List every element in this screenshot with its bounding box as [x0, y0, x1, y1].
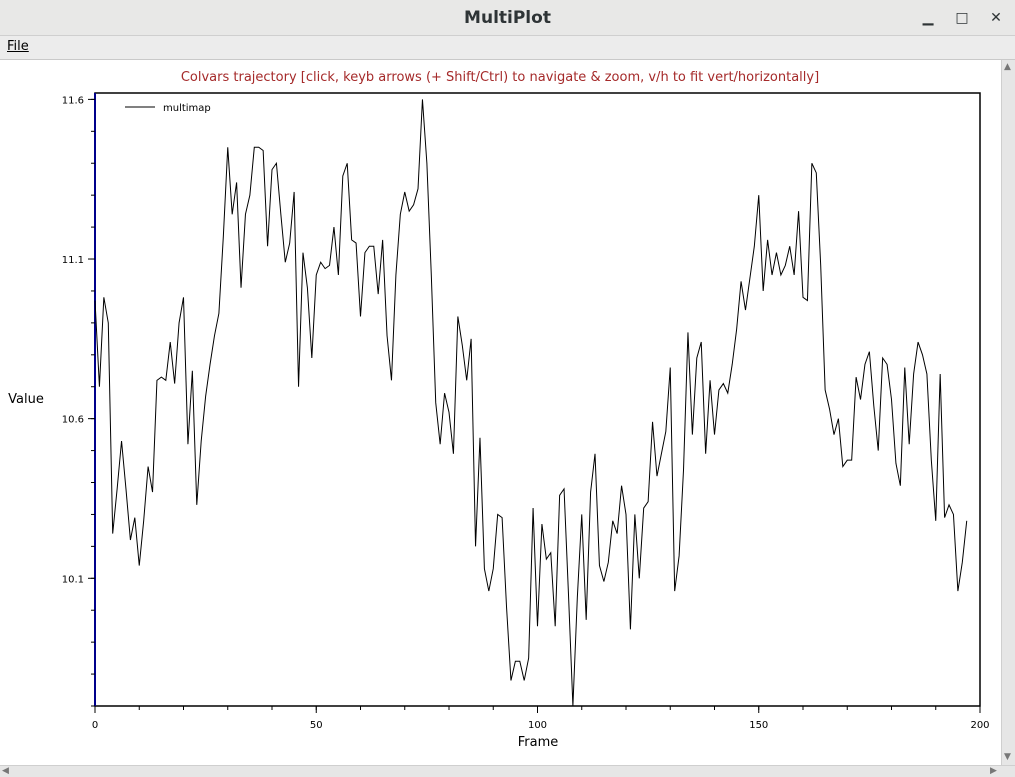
maximize-button[interactable]: □	[955, 10, 969, 26]
x-tick-label: 150	[749, 720, 768, 731]
x-tick-label: 0	[92, 720, 98, 731]
y-tick-label: 11.1	[62, 255, 84, 266]
scroll-left-icon[interactable]: ◀	[2, 766, 9, 776]
close-button[interactable]: ✕	[990, 10, 1002, 26]
plot-canvas[interactable]: Colvars trajectory [click, keyb arrows (…	[0, 60, 1001, 765]
y-tick-label: 10.1	[62, 574, 84, 585]
legend: multimap	[125, 103, 211, 114]
y-tick-label: 11.6	[62, 95, 84, 106]
x-axis-label: Frame	[518, 735, 559, 750]
plot-header: Colvars trajectory [click, keyb arrows (…	[181, 70, 819, 85]
minimize-button[interactable]: ▁	[922, 10, 934, 26]
scroll-up-icon[interactable]: ▲	[1004, 62, 1011, 72]
horizontal-scrollbar[interactable]: ◀ ▶	[0, 765, 1015, 777]
x-ticks: 0 50 100 150 200	[92, 706, 990, 731]
window-title: MultiPlot	[464, 8, 551, 28]
y-ticks: 10.1 10.6 11.1 11.6	[62, 95, 95, 707]
legend-label: multimap	[163, 103, 211, 114]
window-titlebar: MultiPlot ▁ □ ✕	[0, 0, 1015, 36]
series-group	[94, 99, 968, 707]
vertical-scrollbar[interactable]: ▲ ▼	[1001, 60, 1015, 765]
x-tick-label: 100	[528, 720, 547, 731]
x-tick-label: 200	[970, 720, 989, 731]
scroll-down-icon[interactable]: ▼	[1004, 752, 1011, 762]
menu-file[interactable]: File	[7, 39, 29, 54]
scroll-right-icon[interactable]: ▶	[990, 766, 997, 776]
menubar: File	[0, 36, 1015, 60]
series-line-multimap	[94, 99, 968, 707]
y-tick-label: 10.6	[62, 415, 84, 426]
line-chart[interactable]: Colvars trajectory [click, keyb arrows (…	[0, 60, 1001, 765]
x-tick-label: 50	[310, 720, 323, 731]
y-axis-label: Value	[8, 392, 44, 407]
